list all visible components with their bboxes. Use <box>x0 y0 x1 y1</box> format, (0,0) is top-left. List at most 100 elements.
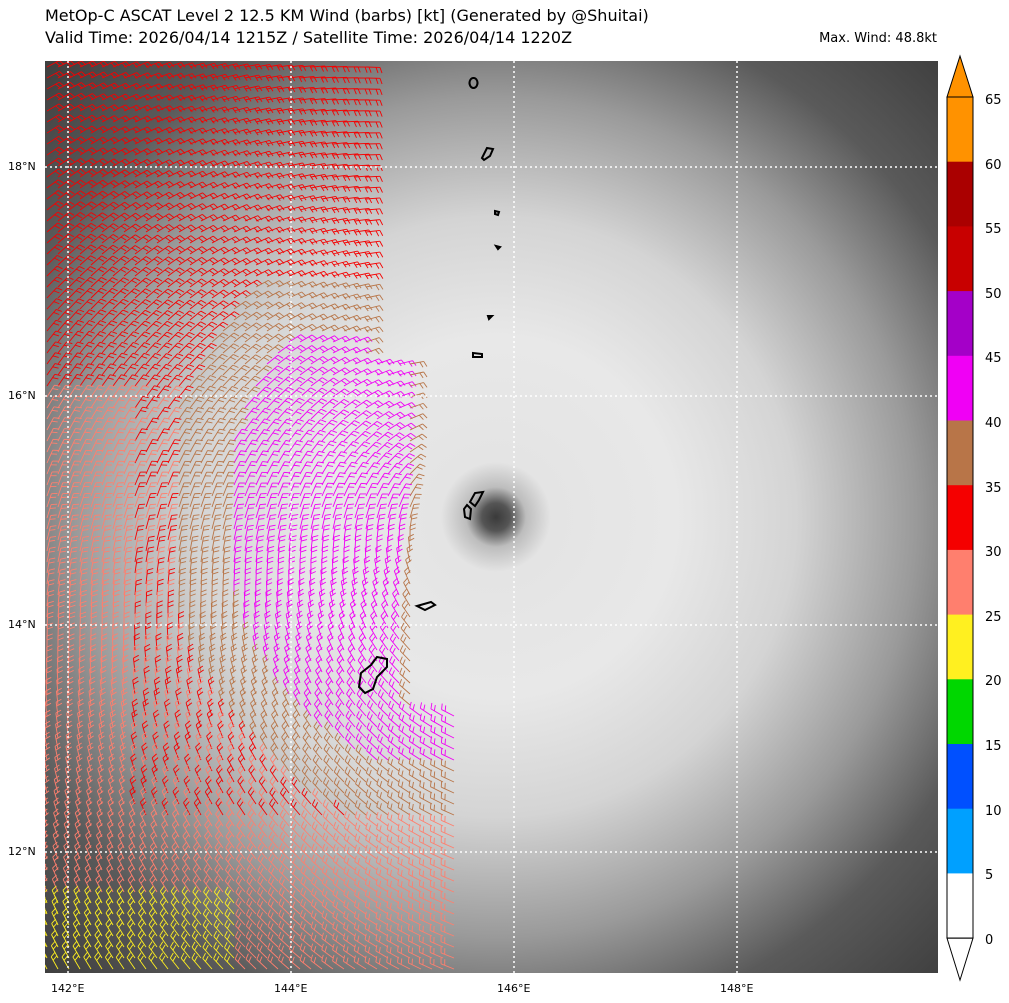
barb-flag <box>320 164 325 170</box>
barb-flag <box>385 413 391 418</box>
wind-barb <box>266 194 285 201</box>
barb-flag <box>320 272 325 278</box>
barb-flag <box>213 117 219 123</box>
barb-flag <box>142 258 149 263</box>
barb-flag <box>155 353 161 356</box>
barb-flag <box>97 301 104 305</box>
barb-shaft <box>211 375 222 387</box>
barb-shaft <box>156 180 170 189</box>
barb-flag <box>349 465 356 468</box>
barb-shaft <box>145 72 160 79</box>
barb-shaft <box>134 396 144 409</box>
barb-flag <box>168 202 175 208</box>
barb-flag <box>368 218 373 225</box>
barb-flag <box>396 413 402 419</box>
barb-flag <box>146 202 152 207</box>
barb-flag <box>155 63 160 69</box>
barb-flag <box>399 411 406 417</box>
barb-flag <box>53 268 60 272</box>
barb-flag <box>188 74 193 80</box>
barb-flag <box>368 121 372 128</box>
barb-flag <box>352 380 358 385</box>
barb-flag <box>122 331 129 335</box>
wind-barb <box>310 195 329 203</box>
barb-flag <box>154 171 160 177</box>
wind-barb <box>134 191 153 200</box>
barb-flag <box>88 171 94 176</box>
barb-shaft <box>167 364 178 376</box>
barb-flag <box>179 267 185 272</box>
barb-flag <box>299 376 306 381</box>
barb-shaft <box>244 397 255 409</box>
barb-flag <box>117 431 124 434</box>
barb-flag <box>231 248 237 254</box>
barb-flag <box>418 425 424 431</box>
barb-shaft <box>156 148 170 156</box>
barb-shaft <box>299 376 312 387</box>
barb-shaft <box>332 131 347 134</box>
barb-flag <box>69 147 75 152</box>
barb-shaft <box>123 396 133 409</box>
wind-barb <box>79 179 97 189</box>
barb-shaft <box>365 294 380 299</box>
barb-flag <box>318 379 325 384</box>
wind-barb <box>90 147 109 156</box>
barb-flag <box>102 158 108 163</box>
barb-flag <box>90 222 97 227</box>
wind-barb <box>123 417 138 431</box>
barb-flag <box>375 176 379 183</box>
barb-shaft <box>222 139 237 145</box>
barb-flag <box>98 225 105 230</box>
barb-flag <box>253 281 259 287</box>
barb-flag <box>296 389 302 394</box>
barb-shaft <box>266 397 277 409</box>
barb-flag <box>87 192 94 197</box>
wind-barb <box>178 62 197 69</box>
barb-flag <box>373 433 380 438</box>
barb-flag <box>357 218 362 225</box>
barb-flag <box>372 444 379 448</box>
barb-flag <box>242 270 248 276</box>
barb-flag <box>353 230 358 236</box>
wind-barb <box>90 190 108 200</box>
barb-shaft <box>101 93 115 101</box>
barb-flag <box>198 215 204 221</box>
barb-flag <box>364 441 371 445</box>
barb-shaft <box>354 153 370 156</box>
barb-flag <box>98 214 105 219</box>
barb-flag <box>109 214 116 219</box>
barb-flag <box>340 390 347 395</box>
barb-flag <box>319 336 325 342</box>
barb-flag <box>265 375 272 380</box>
barb-shaft <box>46 406 55 420</box>
wind-barb <box>178 127 197 134</box>
barb-shaft <box>167 72 182 79</box>
barb-flag <box>164 280 171 285</box>
barb-flag <box>379 219 384 226</box>
barb-flag <box>409 443 416 447</box>
barb-flag <box>191 105 197 111</box>
barb-shaft <box>332 142 347 145</box>
barb-flag <box>294 443 301 446</box>
barb-shaft <box>354 441 365 453</box>
barb-flag <box>364 88 368 95</box>
barb-flag <box>219 428 226 431</box>
barb-shaft <box>255 183 270 189</box>
barb-shaft <box>321 98 336 101</box>
barb-flag <box>153 417 160 420</box>
barb-flag <box>364 165 368 171</box>
barb-flag <box>198 139 204 146</box>
wind-barb <box>343 77 361 84</box>
barb-flag <box>162 421 169 424</box>
barb-flag <box>352 391 358 396</box>
barb-flag <box>375 349 380 355</box>
wind-barb <box>101 136 120 145</box>
barb-shaft <box>266 96 281 101</box>
barb-flag <box>155 320 162 325</box>
barb-flag <box>324 120 329 126</box>
wind-barb <box>156 61 175 69</box>
barb-shaft <box>233 106 248 112</box>
barb-flag <box>98 258 105 262</box>
barb-flag <box>113 158 120 163</box>
wind-barb <box>255 183 274 190</box>
